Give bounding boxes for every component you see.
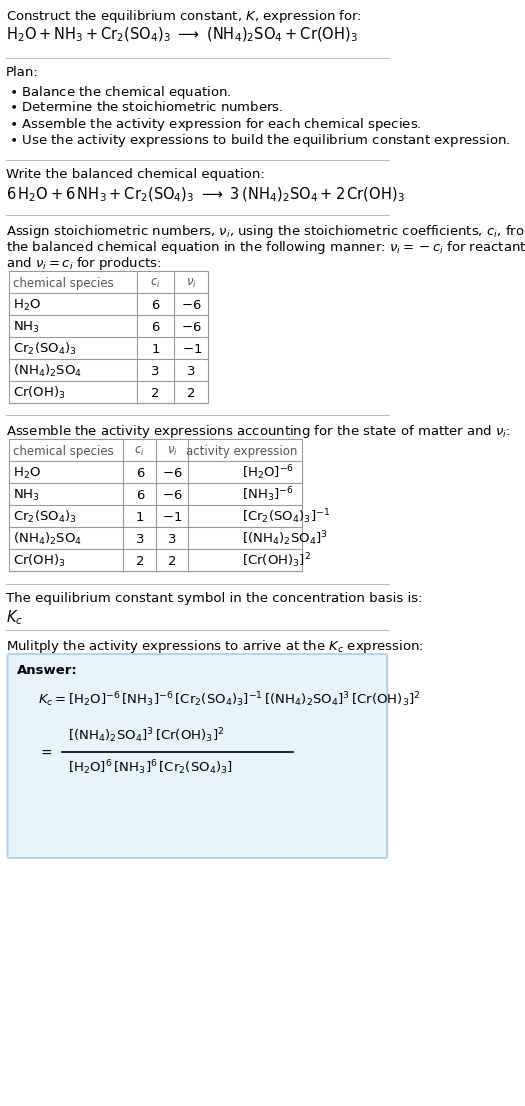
Text: Construct the equilibrium constant, $K$, expression for:: Construct the equilibrium constant, $K$,… — [6, 8, 362, 25]
Text: 3: 3 — [187, 365, 196, 377]
Text: 2: 2 — [187, 387, 196, 399]
Text: $\mathrm{H_2O}$: $\mathrm{H_2O}$ — [13, 298, 41, 313]
Text: 6: 6 — [151, 299, 160, 312]
Text: 3: 3 — [151, 365, 160, 377]
Bar — [9, 271, 208, 403]
Text: $\nu_i$: $\nu_i$ — [186, 276, 197, 290]
Text: $\nu_i$: $\nu_i$ — [167, 445, 177, 458]
Text: $K_c$: $K_c$ — [6, 608, 23, 627]
Text: $\mathrm{Cr_2(SO_4)_3}$: $\mathrm{Cr_2(SO_4)_3}$ — [13, 509, 77, 525]
Text: the balanced chemical equation in the following manner: $\nu_i = -c_i$ for react: the balanced chemical equation in the fo… — [6, 239, 525, 255]
Text: 3: 3 — [168, 533, 176, 545]
Text: $-1$: $-1$ — [182, 343, 202, 356]
Text: $-6$: $-6$ — [162, 489, 183, 502]
Text: $\mathrm{Cr_2(SO_4)_3}$: $\mathrm{Cr_2(SO_4)_3}$ — [13, 341, 77, 357]
Text: $[\mathrm{H_2O}]^{6}\,[\mathrm{NH_3}]^{6}\,[\mathrm{Cr_2(SO_4)_3}]$: $[\mathrm{H_2O}]^{6}\,[\mathrm{NH_3}]^{6… — [68, 759, 233, 778]
Text: $[\mathrm{(NH_4)_2SO_4}]^{3}$: $[\mathrm{(NH_4)_2SO_4}]^{3}$ — [242, 530, 328, 549]
Text: 2: 2 — [168, 554, 176, 567]
Text: 3: 3 — [135, 533, 144, 545]
Text: 6: 6 — [151, 321, 160, 334]
Text: $c_i$: $c_i$ — [134, 445, 145, 458]
Text: The equilibrium constant symbol in the concentration basis is:: The equilibrium constant symbol in the c… — [6, 592, 423, 605]
Text: $[\mathrm{Cr(OH)_3}]^{2}$: $[\mathrm{Cr(OH)_3}]^{2}$ — [242, 552, 311, 571]
Text: $6\,\mathrm{H_2O} + 6\,\mathrm{NH_3} + \mathrm{Cr_2(SO_4)_3}\ \longrightarrow\ 3: $6\,\mathrm{H_2O} + 6\,\mathrm{NH_3} + \… — [6, 186, 405, 205]
Text: 2: 2 — [135, 554, 144, 567]
Text: $\mathrm{(NH_4)_2SO_4}$: $\mathrm{(NH_4)_2SO_4}$ — [13, 531, 82, 547]
Text: $-1$: $-1$ — [162, 511, 182, 523]
Bar — [9, 439, 302, 571]
Text: $[\mathrm{NH_3}]^{-6}$: $[\mathrm{NH_3}]^{-6}$ — [242, 486, 294, 504]
Text: 6: 6 — [135, 489, 144, 502]
Text: Mulitply the activity expressions to arrive at the $K_c$ expression:: Mulitply the activity expressions to arr… — [6, 638, 424, 655]
Text: $[\mathrm{H_2O}]^{-6}$: $[\mathrm{H_2O}]^{-6}$ — [242, 463, 295, 482]
Text: $\bullet$ Assemble the activity expression for each chemical species.: $\bullet$ Assemble the activity expressi… — [9, 116, 422, 133]
Text: 1: 1 — [151, 343, 160, 356]
Text: $\mathrm{NH_3}$: $\mathrm{NH_3}$ — [13, 320, 40, 335]
Text: $[(\mathrm{NH_4})_2\mathrm{SO_4}]^{3}\,[\mathrm{Cr(OH)_3}]^{2}$: $[(\mathrm{NH_4})_2\mathrm{SO_4}]^{3}\,[… — [68, 727, 224, 745]
Text: $-6$: $-6$ — [182, 321, 202, 334]
Text: $\mathrm{Cr(OH)_3}$: $\mathrm{Cr(OH)_3}$ — [13, 553, 66, 570]
Text: $-6$: $-6$ — [162, 467, 183, 480]
Text: 2: 2 — [151, 387, 160, 399]
Text: $c_i$: $c_i$ — [150, 276, 161, 290]
Text: Write the balanced chemical equation:: Write the balanced chemical equation: — [6, 168, 265, 181]
Text: Plan:: Plan: — [6, 66, 39, 79]
Text: $\mathrm{H_2O + NH_3 + Cr_2(SO_4)_3}$ $\longrightarrow$ $\mathrm{(NH_4)_2SO_4 + : $\mathrm{H_2O + NH_3 + Cr_2(SO_4)_3}$ $\… — [6, 27, 358, 44]
Text: $[\mathrm{Cr_2(SO_4)_3}]^{-1}$: $[\mathrm{Cr_2(SO_4)_3}]^{-1}$ — [242, 508, 330, 526]
Text: activity expression: activity expression — [186, 445, 298, 458]
Text: Assemble the activity expressions accounting for the state of matter and $\nu_i$: Assemble the activity expressions accoun… — [6, 422, 511, 440]
Text: 6: 6 — [135, 467, 144, 480]
Text: and $\nu_i = c_i$ for products:: and $\nu_i = c_i$ for products: — [6, 255, 162, 272]
Text: chemical species: chemical species — [13, 276, 113, 290]
Text: $=$: $=$ — [38, 745, 52, 759]
Text: $-6$: $-6$ — [182, 299, 202, 312]
Text: chemical species: chemical species — [13, 445, 113, 458]
Text: 1: 1 — [135, 511, 144, 523]
Text: $\bullet$ Balance the chemical equation.: $\bullet$ Balance the chemical equation. — [9, 84, 232, 101]
Text: Assign stoichiometric numbers, $\nu_i$, using the stoichiometric coefficients, $: Assign stoichiometric numbers, $\nu_i$, … — [6, 223, 525, 240]
FancyBboxPatch shape — [7, 654, 387, 858]
Text: $\bullet$ Use the activity expressions to build the equilibrium constant express: $\bullet$ Use the activity expressions t… — [9, 132, 510, 149]
Text: $\mathrm{H_2O}$: $\mathrm{H_2O}$ — [13, 466, 41, 481]
Text: $\mathrm{Cr(OH)_3}$: $\mathrm{Cr(OH)_3}$ — [13, 385, 66, 401]
Text: $\mathrm{(NH_4)_2SO_4}$: $\mathrm{(NH_4)_2SO_4}$ — [13, 363, 82, 379]
Text: $K_c = [\mathrm{H_2O}]^{-6}\,[\mathrm{NH_3}]^{-6}\,[\mathrm{Cr_2(SO_4)_3}]^{-1}\: $K_c = [\mathrm{H_2O}]^{-6}\,[\mathrm{NH… — [38, 690, 420, 709]
Text: Answer:: Answer: — [17, 664, 77, 677]
Text: $\bullet$ Determine the stoichiometric numbers.: $\bullet$ Determine the stoichiometric n… — [9, 100, 284, 114]
Text: $\mathrm{NH_3}$: $\mathrm{NH_3}$ — [13, 488, 40, 502]
